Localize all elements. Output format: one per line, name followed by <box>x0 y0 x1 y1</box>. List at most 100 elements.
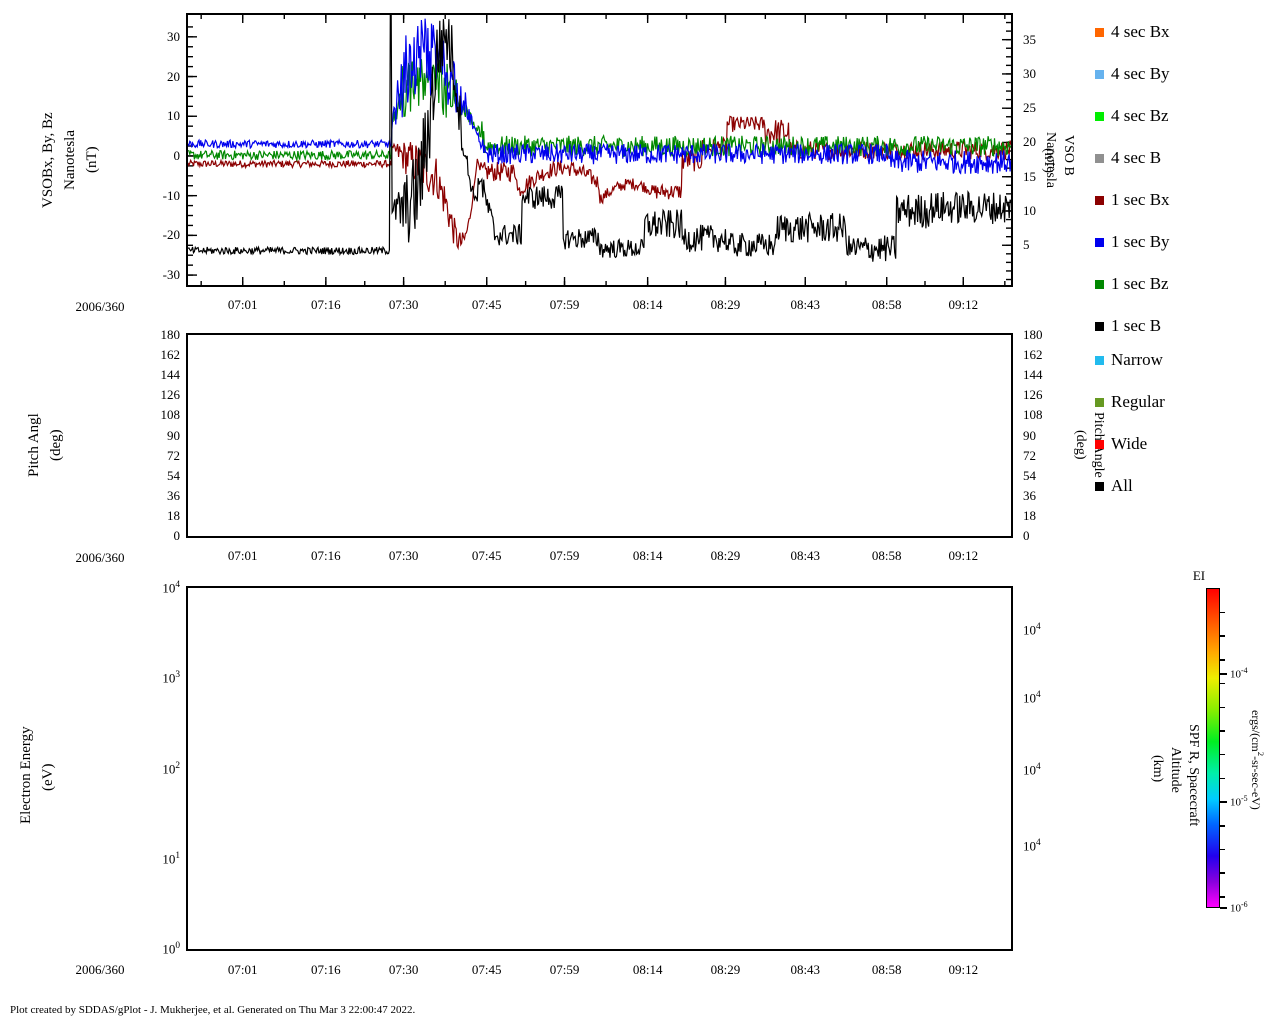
xtick-label: 07:45 <box>471 297 502 312</box>
colorbar-minor-tick <box>1220 753 1225 756</box>
ytick-label: 126 <box>160 387 181 403</box>
ytick-label: 90 <box>167 427 180 443</box>
ytick-label: 18 <box>1023 507 1036 523</box>
xtick-label: 07:01 <box>227 297 258 312</box>
colorbar-minor-tick <box>1220 896 1225 898</box>
colorbar-tick-exponent: -6 <box>1241 900 1248 909</box>
ytick-exponent: 4 <box>1036 621 1041 632</box>
colorbar-tick-label: 10-6 <box>1230 900 1248 915</box>
legend-swatch-icon <box>1095 69 1104 79</box>
ytick-label: 162 <box>160 347 181 363</box>
panel3-ylabel-left-l2: (eV) <box>40 763 56 792</box>
xtick-label: 08:14 <box>632 962 663 977</box>
legend-item-all[interactable]: All <box>1095 476 1133 496</box>
legend-item-regular[interactable]: Regular <box>1095 392 1165 412</box>
legend-item-4-sec-b[interactable]: 4 sec B <box>1095 148 1161 168</box>
legend-swatch-icon <box>1095 439 1104 449</box>
colorbar-tick-label: 10-4 <box>1230 666 1248 682</box>
ytick-label: 35 <box>1023 31 1036 47</box>
legend-swatch-icon <box>1095 279 1104 289</box>
xtick-label: 07:45 <box>471 962 502 977</box>
xtick-label: 08:29 <box>710 962 741 977</box>
xtick-label: 08:43 <box>790 962 821 977</box>
ytick-label: 36 <box>167 487 180 503</box>
legend-item-1-sec-bz[interactable]: 1 sec Bz <box>1095 274 1169 294</box>
legend-item-narrow[interactable]: Narrow <box>1095 350 1163 370</box>
legend-item-wide[interactable]: Wide <box>1095 434 1147 454</box>
ytick-exponent: 3 <box>175 670 180 681</box>
colorbar-unit-label: ergs/(cm2-sr-sec-eV) <box>1248 665 1266 855</box>
xtick-label: 07:59 <box>549 297 580 312</box>
legend-label: Regular <box>1111 392 1165 411</box>
xtick-label: 07:45 <box>471 548 502 563</box>
xtick-label: 09:12 <box>948 548 979 563</box>
colorbar-unit-rest: -sr-sec-eV) <box>1249 756 1263 810</box>
ytick-label: 30 <box>167 28 180 44</box>
legend-label: 1 sec Bz <box>1111 274 1169 293</box>
panel3-date-label: 2006/360 <box>75 962 125 977</box>
colorbar-title: EI <box>1192 568 1206 583</box>
panel3-ylabel-right-l2: Altitude <box>1168 747 1183 793</box>
xtick-label: 08:58 <box>871 548 902 563</box>
colorbar-minor-tick <box>1220 801 1225 803</box>
ytick-label: 104 <box>162 580 180 596</box>
legend-swatch-icon <box>1095 111 1104 121</box>
panel1-ylabel-left-l1: VSOBx, By, Bz <box>40 112 56 208</box>
ytick-exponent: 4 <box>175 580 180 590</box>
legend-label: 4 sec By <box>1111 64 1170 83</box>
legend-label: 1 sec By <box>1111 232 1170 251</box>
ytick-label: 54 <box>167 467 180 483</box>
ytick-label: 162 <box>1023 347 1043 363</box>
legend-swatch-icon <box>1095 355 1104 365</box>
legend-swatch-icon <box>1095 153 1104 163</box>
panel1-date-label: 2006/360 <box>75 299 125 314</box>
ytick-label: -20 <box>162 227 180 243</box>
panel2-ylabel-right-l2: (deg) <box>1073 429 1088 460</box>
panel2-date-label: 2006/360 <box>75 550 125 565</box>
panel2-ylabel-left-l1: Pitch Angl <box>26 413 42 477</box>
xtick-label: 07:16 <box>311 548 341 563</box>
ytick-label: 25 <box>1023 100 1036 116</box>
xtick-label: 07:16 <box>311 962 341 977</box>
legend-item-4-sec-by[interactable]: 4 sec By <box>1095 64 1170 84</box>
footer-credit: Plot created by SDDAS/gPlot - J. Mukherj… <box>10 1004 416 1016</box>
panel3-ylabel-left-l1: Electron Energy <box>18 726 34 824</box>
xtick-label: 08:58 <box>871 962 902 977</box>
legend-item-4-sec-bz[interactable]: 4 sec Bz <box>1095 106 1169 126</box>
colorbar-minor-tick <box>1220 825 1225 827</box>
colorbar-minor-tick <box>1220 777 1225 780</box>
legend-swatch-icon <box>1095 481 1104 491</box>
colorbar-minor-tick <box>1220 872 1225 874</box>
legend-label: All <box>1111 476 1133 495</box>
ytick-label: 104 <box>1023 621 1041 637</box>
xtick-label: 08:14 <box>632 297 663 312</box>
ytick-exponent: 1 <box>175 850 180 861</box>
colorbar-minor-tick <box>1220 635 1225 637</box>
ytick-label: 30 <box>1023 65 1036 81</box>
legend-item-1-sec-b[interactable]: 1 sec B <box>1095 316 1161 336</box>
ytick-exponent: 4 <box>1036 838 1041 849</box>
ytick-label: 108 <box>160 407 181 423</box>
ytick-label: 108 <box>1023 407 1043 423</box>
xtick-label: 08:43 <box>790 297 821 312</box>
legend-swatch-icon <box>1095 321 1104 331</box>
ytick-label: 104 <box>1023 690 1041 706</box>
xtick-label: 09:12 <box>948 297 979 312</box>
colorbar-tick-exponent: -5 <box>1241 794 1248 804</box>
ytick-label: 100 <box>162 941 180 957</box>
colorbar-tick-exponent: -4 <box>1241 666 1248 676</box>
ytick-label: 10 <box>167 108 180 124</box>
xtick-label: 08:29 <box>710 297 741 312</box>
ytick-exponent: 2 <box>175 760 180 771</box>
legend-swatch-icon <box>1095 237 1104 247</box>
xtick-label: 07:16 <box>311 297 341 312</box>
xtick-label: 08:43 <box>790 548 821 563</box>
legend-item-4-sec-bx[interactable]: 4 sec Bx <box>1095 22 1170 42</box>
ytick-label: 104 <box>1023 762 1041 778</box>
ytick-exponent: 0 <box>175 941 180 951</box>
legend-item-1-sec-by[interactable]: 1 sec By <box>1095 232 1170 252</box>
colorbar-minor-tick <box>1220 682 1225 685</box>
xtick-label: 07:01 <box>227 962 258 977</box>
panel1-ylabel-left-l2: Nanotesla <box>62 130 78 190</box>
legend-item-1-sec-bx[interactable]: 1 sec Bx <box>1095 190 1170 210</box>
